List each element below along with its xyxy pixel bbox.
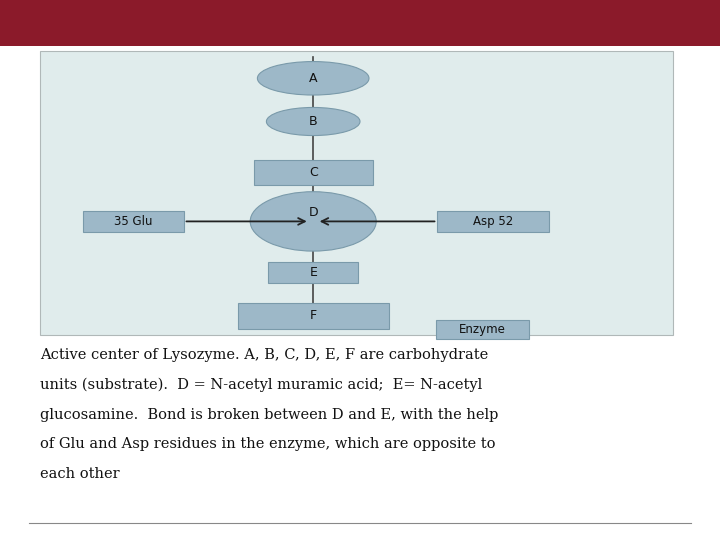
Text: Enzyme: Enzyme xyxy=(459,323,506,336)
Bar xyxy=(0,0,720,46)
Text: F: F xyxy=(310,309,317,322)
Ellipse shape xyxy=(266,107,360,136)
Text: 35 Glu: 35 Glu xyxy=(114,215,153,228)
Bar xyxy=(40,51,673,335)
Text: of Glu and Asp residues in the enzyme, which are opposite to: of Glu and Asp residues in the enzyme, w… xyxy=(40,437,495,451)
Bar xyxy=(253,160,373,185)
Ellipse shape xyxy=(258,62,369,95)
Text: D: D xyxy=(308,206,318,219)
Text: A: A xyxy=(309,72,318,85)
Text: Active center of Lysozyme. A, B, C, D, E, F are carbohydrate: Active center of Lysozyme. A, B, C, D, E… xyxy=(40,348,488,362)
Ellipse shape xyxy=(251,192,376,251)
Bar xyxy=(268,262,359,283)
Text: C: C xyxy=(309,166,318,179)
Text: B: B xyxy=(309,115,318,128)
Text: E: E xyxy=(310,266,317,279)
Bar xyxy=(83,211,184,232)
Text: glucosamine.  Bond is broken between D and E, with the help: glucosamine. Bond is broken between D an… xyxy=(40,408,498,422)
Text: Asp 52: Asp 52 xyxy=(473,215,513,228)
Bar xyxy=(238,303,389,329)
Text: each other: each other xyxy=(40,467,120,481)
Bar xyxy=(438,211,549,232)
Bar xyxy=(436,320,529,339)
Text: units (substrate).  D = N-acetyl muramic acid;  E= N-acetyl: units (substrate). D = N-acetyl muramic … xyxy=(40,378,482,393)
